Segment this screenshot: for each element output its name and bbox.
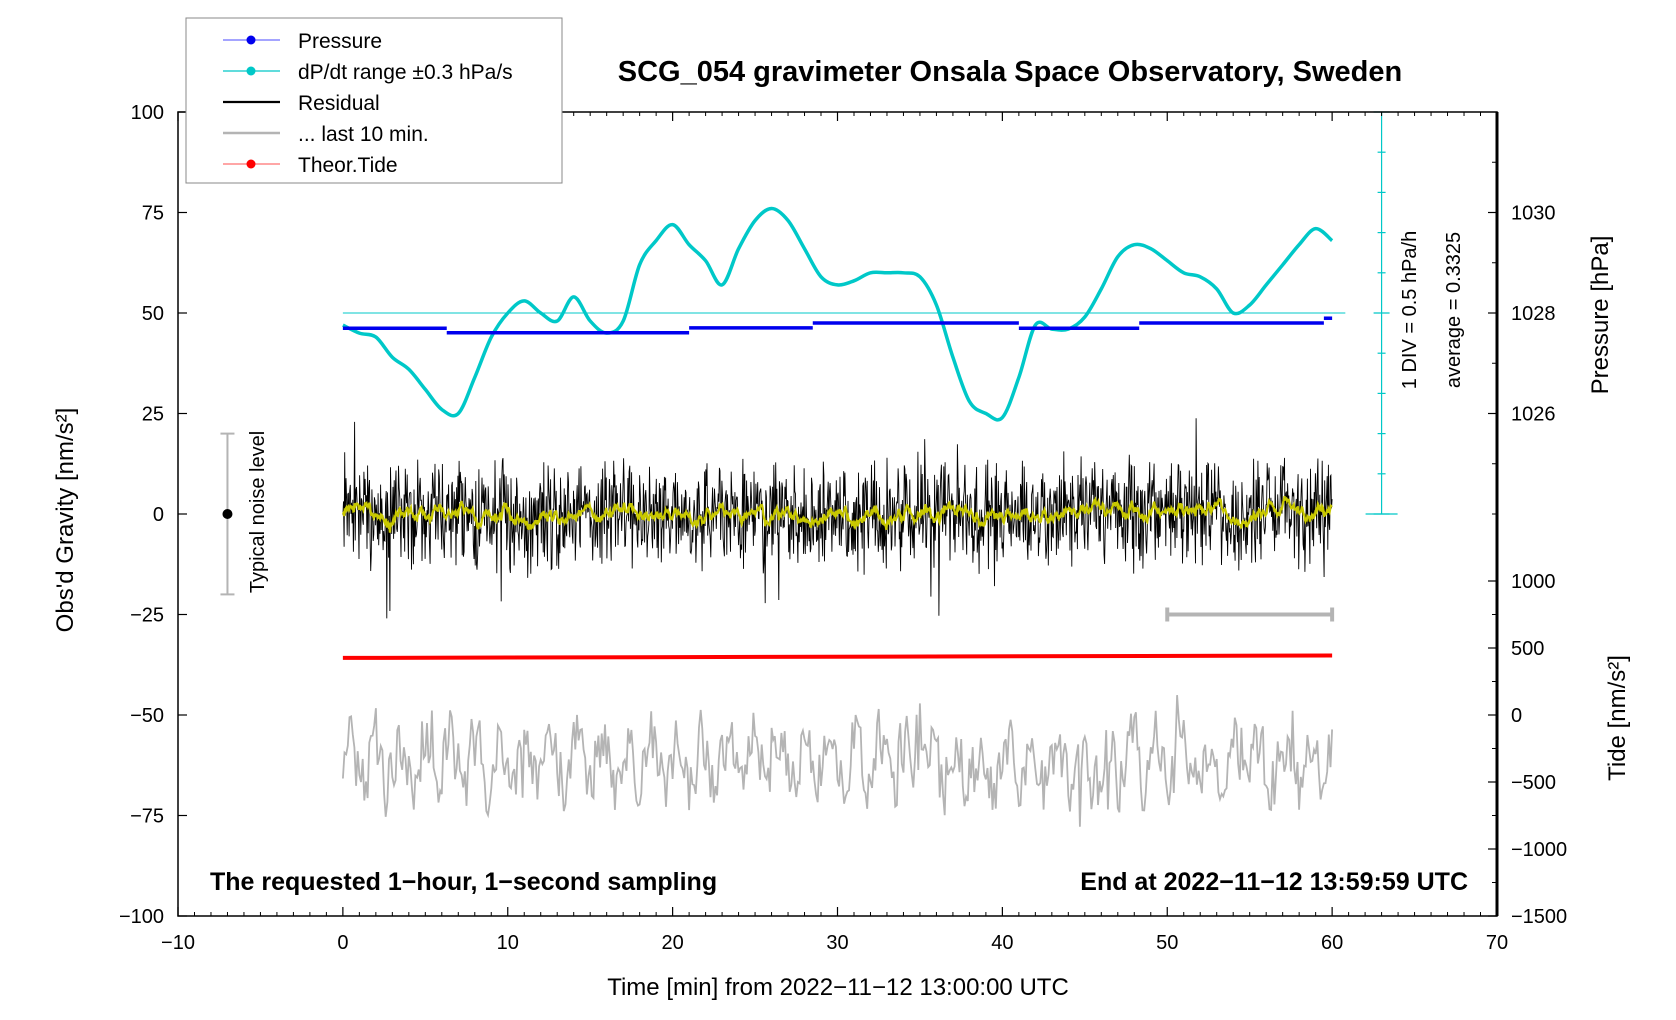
y-axis-title-tide-text: Tide [nm/s²] xyxy=(1604,655,1631,781)
x-tick-label: 0 xyxy=(337,932,348,954)
noise-level-label: Typical noise level xyxy=(247,431,269,593)
y-axis-title-gravity-text: Obs'd Gravity [nm/s²] xyxy=(52,408,79,633)
x-tick-label: 20 xyxy=(662,932,684,954)
chart-title: SCG_054 gravimeter Onsala Space Observat… xyxy=(618,56,1402,88)
tide-tick-label: −1000 xyxy=(1511,839,1567,861)
y-tick-label: 100 xyxy=(131,102,164,124)
y-tick-label: −75 xyxy=(130,806,164,828)
pressure-tick-label: 1028 xyxy=(1511,303,1556,325)
legend-marker-tide xyxy=(246,159,256,169)
tide-tick-label: 500 xyxy=(1511,638,1544,660)
x-tick-label: 70 xyxy=(1486,932,1508,954)
tide-tick-label: 1000 xyxy=(1511,571,1556,593)
pressure-tick-label: 1026 xyxy=(1511,404,1556,426)
axes-layer: −10 0 10 20 30 40 50 60 70−100−75−50−25025507510… xyxy=(119,102,1567,954)
y-axis-title-pressure-text: Pressure [hPa] xyxy=(1587,236,1614,395)
pressure-tick-label: 1030 xyxy=(1511,203,1556,225)
legend-marker-pressure xyxy=(246,35,256,45)
x-tick-label: 30 xyxy=(826,932,848,954)
legend-label-residual: Residual xyxy=(298,92,380,115)
dpdt-curve xyxy=(342,206,1334,422)
residual-smoothed-trace xyxy=(341,496,1333,533)
legend-box xyxy=(185,17,563,184)
x-tick-label: 10 xyxy=(497,932,519,954)
y-tick-label: −100 xyxy=(119,906,164,928)
y-tick-label: 0 xyxy=(153,504,164,526)
data-layer xyxy=(220,111,1398,827)
y-axis-title-pressure: Pressure [hPa] xyxy=(1587,236,1614,395)
legend-label-last10: ... last 10 min. xyxy=(298,123,429,146)
y-axis-title-tide: Tide [nm/s²] xyxy=(1604,655,1631,781)
legend-label-pressure: Pressure xyxy=(298,30,382,53)
legend-marker-dpdt xyxy=(246,66,256,76)
x-axis-title: Time [min] from 2022−11−12 13:00:00 UTC xyxy=(607,974,1069,1001)
legend: Pressure dP/dt range ±0.3 hPa/s Residual… xyxy=(185,17,563,184)
legend-entry-pressure: Pressure xyxy=(223,30,382,53)
theor-tide-line xyxy=(342,653,1333,660)
legend-entry-tide: Theor.Tide xyxy=(223,154,398,177)
y-tick-label: 25 xyxy=(142,404,164,426)
legend-entry-last10: ... last 10 min. xyxy=(223,123,429,146)
x-tick-label: 50 xyxy=(1156,932,1178,954)
x-tick-label: 60 xyxy=(1321,932,1343,954)
scale-bar-label-div-text: 1 DIV = 0.5 hPa/h xyxy=(1399,231,1421,389)
legend-entry-dpdt: dP/dt range ±0.3 hPa/s xyxy=(223,61,513,84)
y-tick-label: −50 xyxy=(130,705,164,727)
legend-label-dpdt: dP/dt range ±0.3 hPa/s xyxy=(298,61,513,84)
y-axis-title-gravity: Obs'd Gravity [nm/s²] xyxy=(52,408,79,633)
y-tick-label: −25 xyxy=(130,605,164,627)
x-tick-label: 40 xyxy=(991,932,1013,954)
scale-bar-label-average: average = 0.3325 xyxy=(1443,232,1465,388)
y-tick-label: 50 xyxy=(142,303,164,325)
legend-entry-residual: Residual xyxy=(223,92,380,115)
annotation-sampling: The requested 1−hour, 1−second sampling xyxy=(210,868,717,896)
tide-tick-label: 0 xyxy=(1511,705,1522,727)
y-tick-label: 75 xyxy=(142,203,164,225)
scale-bar-label-div: 1 DIV = 0.5 hPa/h xyxy=(1399,231,1421,389)
tide-tick-label: −1500 xyxy=(1511,906,1567,928)
noise-level-label-text: Typical noise level xyxy=(247,431,269,593)
x-tick-label: −10 xyxy=(161,932,195,954)
annotation-end-time: End at 2022−11−12 13:59:59 UTC xyxy=(1080,868,1468,896)
noise-level-center-dot xyxy=(222,509,233,519)
legend-label-tide: Theor.Tide xyxy=(298,154,398,177)
residual-trace xyxy=(342,418,1333,619)
last10-trace xyxy=(342,695,1333,827)
tide-tick-label: −500 xyxy=(1511,772,1556,794)
scale-bar-label-average-text: average = 0.3325 xyxy=(1443,232,1465,388)
